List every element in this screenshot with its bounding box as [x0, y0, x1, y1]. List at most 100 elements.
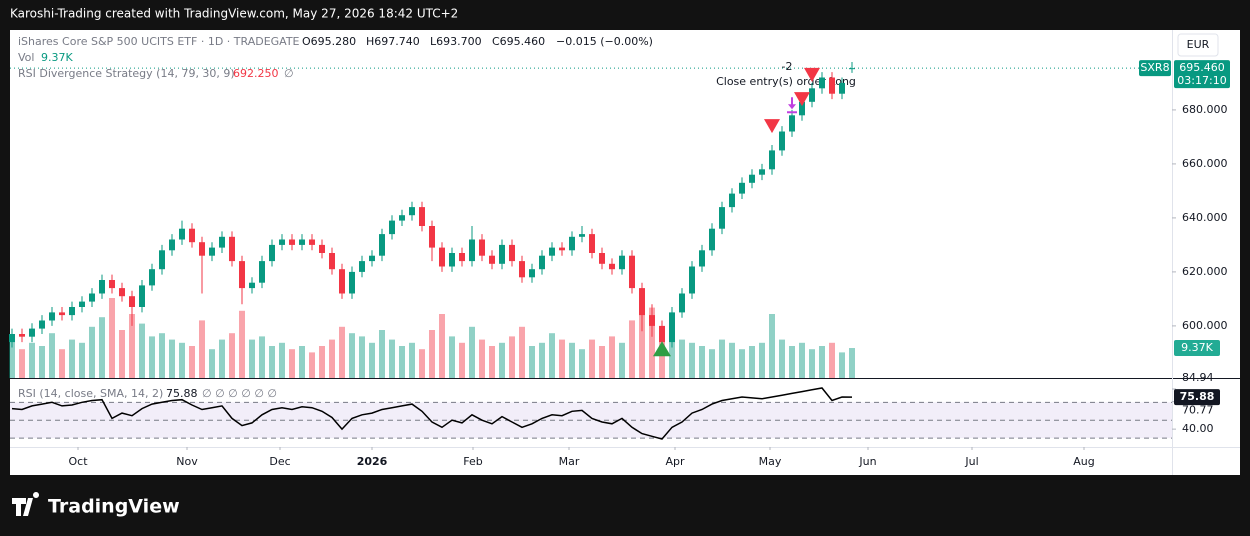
volume-bar: [439, 314, 445, 378]
volume-bar: [449, 336, 455, 378]
candle-body: [69, 306, 75, 316]
ticker: SXR8: [1140, 61, 1169, 74]
strategy-legend-value: 692.250: [233, 67, 279, 80]
candle-body: [509, 244, 515, 262]
volume-bar: [759, 342, 765, 378]
y-tick-label: 660.000: [1182, 157, 1228, 170]
candle-body: [379, 234, 385, 256]
volume-bar: [849, 348, 855, 378]
volume-bar: [779, 339, 785, 378]
candle-body: [319, 244, 325, 254]
rsi-value-box: [1174, 389, 1220, 406]
signal-exit: [787, 97, 797, 114]
candle-body: [739, 182, 745, 194]
candle-body: [129, 296, 135, 307]
candle-body: [9, 333, 15, 343]
candle-body: [709, 228, 715, 251]
candle-body: [589, 234, 595, 254]
volume-bar: [589, 339, 595, 378]
candle-body: [219, 236, 225, 248]
volume-bar: [669, 333, 675, 378]
volume-bar: [159, 333, 165, 378]
candle-body: [459, 253, 465, 262]
volume-bar: [289, 349, 295, 378]
candle-body: [29, 328, 35, 337]
candle-body: [259, 261, 265, 283]
volume-bar: [549, 333, 555, 378]
candle-body: [289, 239, 295, 245]
candle-body: [449, 253, 455, 267]
candle-body: [299, 239, 305, 245]
x-tick-label: Apr: [665, 455, 685, 468]
logo-mark: [12, 491, 40, 516]
candle-body: [839, 82, 845, 94]
candle-body: [689, 266, 695, 294]
volume-bar: [109, 298, 115, 378]
candle-body: [159, 250, 165, 270]
strategy-legend-name: RSI Divergence Strategy (14, 79, 30, 9): [18, 67, 235, 80]
volume-bar: [609, 336, 615, 378]
annotation: -2: [782, 60, 793, 73]
candle-body: [749, 174, 755, 183]
x-tick-label: Dec: [269, 455, 290, 468]
volume-legend-value: 9.37K: [41, 51, 73, 64]
y-tick-label: 600.000: [1182, 319, 1228, 332]
rsi-line: [11, 387, 853, 440]
volume-bar: [679, 339, 685, 378]
volume-value-label: 9.37K: [1181, 341, 1213, 354]
volume-bar: [809, 349, 815, 378]
logo: TradingView: [12, 491, 180, 518]
rsi-y-tick-label: 40.00: [1182, 422, 1214, 435]
signal-sell: [804, 67, 820, 82]
volume-bar: [119, 330, 125, 378]
strategy-legend-extra: ∅: [284, 67, 294, 80]
candle-body: [179, 228, 185, 240]
candle-body: [209, 247, 215, 256]
candle-body: [349, 271, 355, 294]
volume-bar: [579, 349, 585, 378]
volume-bar: [279, 342, 285, 378]
volume-bar: [69, 339, 75, 378]
volume-bar: [199, 320, 205, 378]
candle-body: [809, 88, 815, 102]
currency[interactable]: EUR: [1187, 38, 1210, 51]
volume-bar: [229, 333, 235, 378]
rsi-legend-extra: ∅ ∅ ∅ ∅ ∅ ∅: [202, 387, 277, 400]
volume-bar: [149, 336, 155, 378]
volume-bar: [49, 333, 55, 378]
volume-bar: [259, 336, 265, 378]
rsi-y-tick-label: 84.94: [1182, 371, 1214, 384]
volume-bar: [309, 352, 315, 378]
volume-bar: [79, 342, 85, 378]
candle-body: [99, 279, 105, 294]
volume-bar: [129, 314, 135, 378]
candle-body: [369, 255, 375, 262]
volume-bar: [539, 342, 545, 378]
ohlc-open: O695.280: [302, 35, 356, 48]
candle-body: [149, 269, 155, 286]
candle-body: [329, 253, 335, 270]
volume-bar: [599, 346, 605, 378]
volume-bar: [469, 326, 475, 378]
candle-body: [359, 261, 365, 272]
candle-body: [769, 150, 775, 170]
volume-bar: [219, 339, 225, 378]
currency-button[interactable]: [1177, 33, 1219, 57]
last-price-box: [1174, 60, 1230, 89]
candle-body: [759, 169, 765, 175]
signal-sell: [764, 119, 780, 134]
candle-body: [719, 207, 725, 229]
candle-body: [639, 288, 645, 316]
candle-body: [549, 247, 555, 256]
x-tick-label: Jun: [858, 455, 876, 468]
candle-body: [599, 253, 605, 264]
y-tick-label: 620.000: [1182, 265, 1228, 278]
volume-bar: [749, 346, 755, 378]
volume-bar: [559, 339, 565, 378]
candle-body: [239, 261, 245, 289]
volume-legend-name: Vol: [18, 51, 34, 64]
volume-bar: [29, 342, 35, 378]
volume-bar: [499, 342, 505, 378]
volume-bar: [239, 310, 245, 378]
